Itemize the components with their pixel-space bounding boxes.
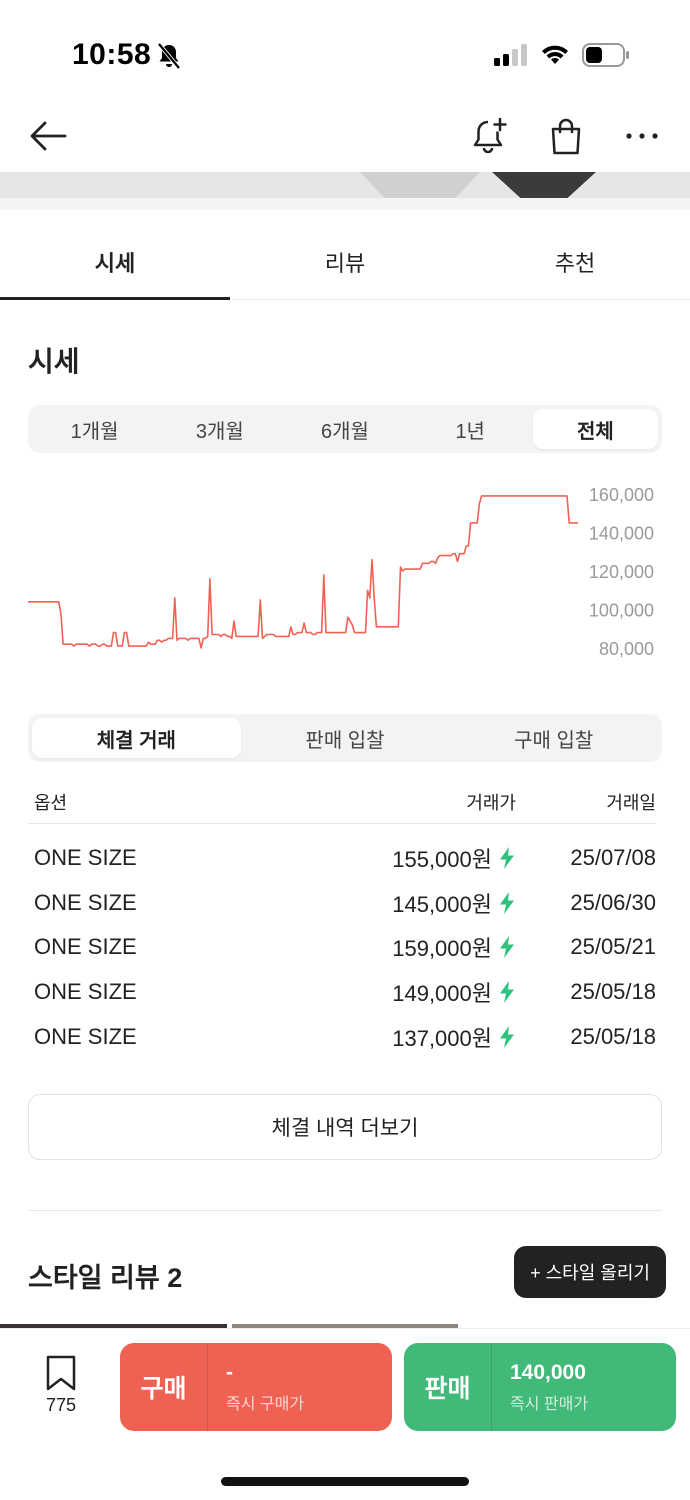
section-divider: [28, 1210, 662, 1211]
row-date: 25/05/18: [570, 979, 656, 1005]
back-button[interactable]: [24, 112, 72, 160]
row-price: 155,000원: [392, 847, 492, 873]
status-time: 10:58: [72, 38, 152, 71]
y-tick-label: 120,000: [589, 562, 654, 582]
sell-button[interactable]: 판매 140,000 즉시 판매가: [404, 1343, 676, 1431]
wifi-icon: [542, 45, 568, 64]
quick-delivery-bolt-icon: [500, 1025, 514, 1048]
trade-history-table: 옵션 거래가 거래일 ONE SIZE 155,000원 25/07/08 ONE S…: [28, 780, 656, 1059]
nav-bar: [0, 100, 690, 172]
arrow-left-icon: [30, 121, 67, 151]
cellular-signal-icon: [494, 44, 527, 66]
row-date: 25/07/08: [570, 845, 656, 871]
table-row: ONE SIZE 137,000원 25/05/18: [28, 1014, 656, 1059]
product-image-strip: [0, 172, 690, 210]
sell-label: 판매: [404, 1343, 492, 1431]
trade-type-selector: 체결 거래 판매 입찰 구매 입찰: [28, 714, 662, 762]
bookmark-icon: [46, 1355, 76, 1391]
period-selector: 1개월 3개월 6개월 1년 전체: [28, 405, 662, 453]
style-review-title: 스타일 리뷰 2: [28, 1263, 183, 1293]
row-option: ONE SIZE: [34, 889, 137, 915]
quick-delivery-bolt-icon: [500, 847, 514, 870]
tab-recommend[interactable]: 추천: [554, 250, 596, 276]
upload-style-button[interactable]: + 스타일 올리기: [514, 1246, 666, 1298]
shopping-bag-button[interactable]: [542, 112, 590, 160]
period-6-months[interactable]: 6개월: [321, 420, 369, 443]
quick-delivery-bolt-icon: [500, 936, 514, 959]
battery-icon: [582, 43, 629, 67]
quick-delivery-bolt-icon: [500, 981, 514, 1004]
header-price: 거래가: [466, 792, 516, 813]
price-alert-button[interactable]: [466, 112, 514, 160]
sell-price: 140,000: [510, 1361, 586, 1384]
price-section-title: 시세: [28, 346, 80, 377]
status-bar: 10:58: [0, 0, 690, 100]
bell-plus-icon: [473, 117, 507, 154]
row-price: 137,000원: [392, 1025, 492, 1051]
y-tick-label: 160,000: [589, 485, 654, 505]
style-thumbnail[interactable]: [232, 1324, 458, 1330]
home-indicator: [221, 1477, 469, 1486]
price-chart-svg: 160,000 140,000 120,000 100,000 80,000: [28, 485, 654, 659]
trade-tab-buy-bids[interactable]: 구매 입찰: [514, 729, 594, 752]
quick-delivery-bolt-icon: [500, 891, 514, 914]
row-option: ONE SIZE: [34, 1023, 137, 1049]
row-option: ONE SIZE: [34, 934, 137, 960]
table-row: ONE SIZE 159,000원 25/05/21: [28, 925, 656, 970]
period-all[interactable]: 전체: [532, 409, 659, 449]
y-tick-label: 140,000: [589, 524, 654, 544]
table-row: ONE SIZE 149,000원 25/05/18: [28, 970, 656, 1015]
more-dots-icon: [626, 133, 658, 139]
header-date: 거래일: [606, 792, 656, 813]
sell-subtitle: 즉시 판매가: [510, 1396, 589, 1413]
row-price-cell: 149,000원: [316, 976, 516, 1008]
header-option: 옵션: [34, 792, 68, 813]
row-price-cell: 159,000원: [316, 931, 516, 963]
period-3-months[interactable]: 3개월: [195, 420, 244, 443]
period-1-year[interactable]: 1년: [455, 420, 485, 443]
style-thumbnail[interactable]: [0, 1324, 227, 1330]
section-gap: [0, 198, 690, 210]
shopping-bag-icon: [551, 118, 581, 155]
more-trades-button[interactable]: 체결 내역 더보기: [28, 1094, 662, 1160]
buy-button[interactable]: 구매 - 즉시 구매가: [120, 1343, 392, 1431]
row-price-cell: 155,000원: [316, 842, 516, 874]
tab-review[interactable]: 리뷰: [324, 250, 366, 276]
price-chart: 160,000 140,000 120,000 100,000 80,000: [28, 470, 662, 670]
table-header: 옵션 거래가 거래일: [28, 780, 656, 824]
buy-label: 구매: [120, 1343, 208, 1431]
row-price: 159,000원: [392, 936, 492, 962]
bell-muted-icon: [157, 42, 181, 70]
period-1-month[interactable]: 1개월: [70, 420, 119, 443]
row-price: 149,000원: [392, 981, 492, 1007]
row-price: 145,000원: [392, 891, 492, 917]
row-price-cell: 145,000원: [316, 887, 516, 919]
row-date: 25/05/21: [570, 934, 656, 960]
trade-tab-sell-bids[interactable]: 판매 입찰: [305, 729, 385, 752]
row-date: 25/06/30: [570, 889, 656, 915]
y-tick-label: 80,000: [599, 639, 654, 659]
wishlist-button[interactable]: 775: [38, 1355, 84, 1419]
table-row: ONE SIZE 155,000원 25/07/08: [28, 836, 656, 881]
row-price-cell: 137,000원: [316, 1021, 516, 1053]
trade-tab-completed[interactable]: 체결 거래: [32, 718, 241, 758]
row-date: 25/05/18: [570, 1023, 656, 1049]
price-series-line: [28, 495, 578, 649]
table-row: ONE SIZE 145,000원 25/06/30: [28, 881, 656, 926]
style-thumbnails: [0, 1324, 690, 1330]
bottom-action-bar: 775 구매 - 즉시 구매가 판매 140,000 즉시 판매가: [0, 1328, 690, 1500]
y-tick-label: 100,000: [589, 601, 654, 621]
wishlist-count: 775: [45, 1395, 77, 1415]
tab-price[interactable]: 시세: [0, 224, 230, 300]
more-options-button[interactable]: [618, 112, 666, 160]
row-option: ONE SIZE: [34, 979, 137, 1005]
buy-subtitle: 즉시 구매가: [226, 1396, 305, 1413]
row-option: ONE SIZE: [34, 845, 137, 871]
content-tabs: 시세 리뷰 추천: [0, 224, 690, 300]
buy-price: -: [226, 1361, 233, 1384]
